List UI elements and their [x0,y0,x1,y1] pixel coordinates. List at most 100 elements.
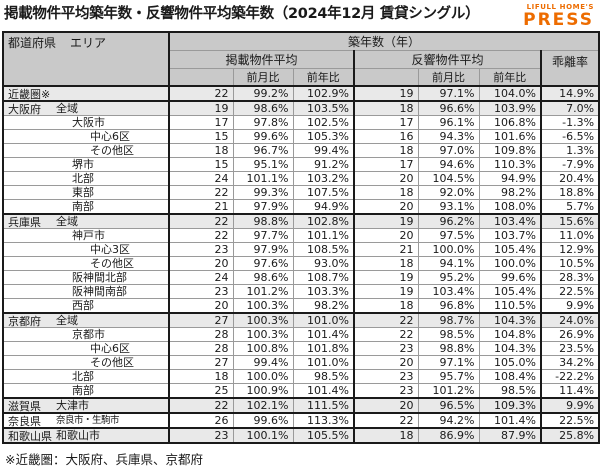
listed-yoy-cell: 98.2% [292,298,355,314]
divergence-cell: 20.4% [540,171,600,186]
prefecture-label: 京都府 [8,314,41,328]
area-label: 南部 [72,384,94,397]
listed-mom-cell: 97.7% [232,228,294,243]
table-row: 和歌山県 和歌山市 23 100.1% 105.5% 18 86.9% 87.9% 25.8% [2,427,600,444]
response-yoy-cell: 104.0% [478,85,542,102]
listed-yoy-cell: 94.9% [292,199,355,215]
divergence-cell: 22.5% [540,284,600,299]
response-yoy-cell: 101.6% [478,129,542,144]
response-mom-cell: 97.1% [417,85,480,102]
listed-avg-cell: 26 [168,412,234,429]
region-cell: 京都府 全域 [2,312,170,328]
listed-yoy-cell: 105.3% [292,129,355,144]
listed-avg-cell: 20 [168,298,234,314]
response-avg-cell: 17 [353,157,419,172]
area-label: その他区 [90,356,134,369]
page-header: 掲載物件平均築年数・反響物件平均築年数（2024年12月 賃貸シングル） LIF… [0,0,600,29]
response-yoy-cell: 103.4% [478,213,542,229]
area-label: その他区 [90,144,134,157]
table-row: 奈良県 奈良市・生駒市 26 99.6% 113.3% 22 94.2% 101.4% 22.5… [2,412,600,429]
listed-yoy-cell: 102.8% [292,213,355,229]
region-cell: 北部 [2,369,170,384]
response-mom-cell: 92.0% [417,185,480,200]
area-label: 阪神間北部 [72,271,127,284]
area-label: 阪神間南部 [72,285,127,298]
listed-avg-cell: 22 [168,228,234,243]
page-title: 掲載物件平均築年数・反響物件平均築年数（2024年12月 賃貸シングル） [4,6,480,22]
divergence-cell: 28.3% [540,270,600,285]
area-label: 北部 [72,172,94,185]
response-mom-cell: 94.6% [417,157,480,172]
listed-mom-cell: 100.3% [232,312,294,328]
response-mom-cell: 96.5% [417,397,480,414]
divergence-cell: 18.8% [540,185,600,200]
logo-press-text: PRESS [523,10,594,30]
response-yoy-cell: 109.3% [478,397,542,414]
table-row: 中心3区 23 97.9% 108.5% 21 100.0% 105.4% 12.9% [2,242,600,257]
region-cell: 北部 [2,171,170,186]
table-row: その他区 20 97.6% 93.0% 18 94.1% 100.0% 10.5% [2,256,600,271]
table-row: 南部 25 100.9% 101.4% 23 101.2% 98.5% 11.4% [2,383,600,399]
table-row: 北部 18 100.0% 98.5% 23 95.7% 108.4% -22.2% [2,369,600,384]
divergence-cell: 26.9% [540,327,600,342]
region-cell: 阪神間北部 [2,270,170,285]
listed-yoy-cell: 93.0% [292,256,355,271]
response-mom-cell: 98.5% [417,327,480,342]
table-row: 近畿圏※ 22 99.2% 102.9% 19 97.1% 104.0% 14.9% [2,85,600,102]
listed-avg-cell: 23 [168,242,234,257]
region-cell: 南部 [2,199,170,215]
region-cell: 神戸市 [2,228,170,243]
region-cell: 大阪府 全域 [2,100,170,116]
header-divergence: 乖離率 [540,50,600,87]
table-row: 堺市 15 95.1% 91.2% 17 94.6% 110.3% -7.9% [2,157,600,172]
response-avg-cell: 16 [353,129,419,144]
divergence-cell: 23.5% [540,341,600,356]
listed-yoy-cell: 105.5% [292,427,355,444]
response-avg-cell: 22 [353,327,419,342]
divergence-cell: 9.9% [540,397,600,414]
listed-mom-cell: 100.1% [232,427,294,444]
response-yoy-cell: 105.4% [478,284,542,299]
response-mom-cell: 97.1% [417,355,480,370]
response-mom-cell: 94.2% [417,412,480,429]
listed-avg-cell: 19 [168,100,234,116]
response-avg-cell: 20 [353,397,419,414]
area-label: 堺市 [72,158,94,171]
area-label: 大阪市 [72,116,105,129]
response-yoy-cell: 98.5% [478,383,542,399]
response-yoy-cell: 105.4% [478,242,542,257]
header-response-yoy: 前年比 [478,68,542,87]
area-label: 中心6区 [90,342,130,355]
response-avg-cell: 19 [353,85,419,102]
response-mom-cell: 95.2% [417,270,480,285]
region-cell: 中心3区 [2,242,170,257]
table-body: 近畿圏※ 22 99.2% 102.9% 19 97.1% 104.0% 14.9% 大阪府 全域… [2,85,600,444]
listed-yoy-cell: 103.3% [292,284,355,299]
divergence-cell: 1.3% [540,143,600,158]
area-label: 京都市 [72,328,105,341]
response-mom-cell: 93.1% [417,199,480,215]
listed-avg-cell: 15 [168,129,234,144]
listed-mom-cell: 102.1% [232,397,294,414]
response-mom-cell: 98.7% [417,312,480,328]
listed-mom-cell: 99.3% [232,185,294,200]
footnote: ※近畿圏：大阪府、兵庫県、京都府 [5,452,203,467]
listed-yoy-cell: 101.0% [292,312,355,328]
region-cell: 滋賀県 大津市 [2,397,170,414]
table-row: 兵庫県 全域 22 98.8% 102.8% 19 96.2% 103.4% 15.6% [2,213,600,229]
region-cell: 堺市 [2,157,170,172]
listed-yoy-cell: 103.5% [292,100,355,116]
response-mom-cell: 104.5% [417,171,480,186]
listed-mom-cell: 95.1% [232,157,294,172]
area-label: その他区 [90,257,134,270]
response-avg-cell: 19 [353,284,419,299]
response-avg-cell: 18 [353,143,419,158]
response-mom-cell: 96.2% [417,213,480,229]
response-avg-cell: 22 [353,412,419,429]
divergence-cell: 9.9% [540,298,600,314]
divergence-cell: 22.5% [540,412,600,429]
response-avg-cell: 23 [353,383,419,399]
divergence-cell: 7.0% [540,100,600,116]
prefecture-label: 大阪府 [8,102,41,116]
listed-mom-cell: 99.2% [232,85,294,102]
